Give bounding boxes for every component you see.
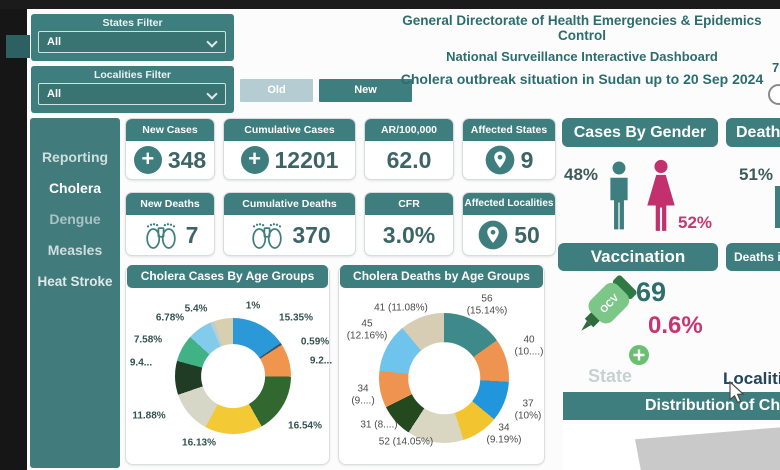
kpi-affected-localities: Affected Localities 50	[462, 192, 556, 256]
localities-filter-value: All	[47, 88, 62, 100]
title-line-3: Cholera outbreak situation in Sudan up t…	[400, 71, 764, 87]
sidebar-item-heat-stroke[interactable]: Heat Stroke	[37, 274, 113, 289]
map-toggle-localities[interactable]: Localiti	[723, 369, 780, 388]
kpi-attack-rate: AR/100,000 62.0	[364, 118, 454, 180]
deaths-in-header-partial: Deaths i	[726, 243, 780, 271]
distribution-header-partial: Distribution of Ch	[563, 392, 780, 420]
sidebar-item-reporting[interactable]: Reporting	[41, 149, 109, 165]
kpi-affected-states: Affected States 9	[462, 118, 556, 180]
donut-label: 41 (11.08%)	[374, 302, 428, 314]
donut-label: 45 (12.16%)	[346, 318, 388, 342]
kpi-affected-states-value: 9	[520, 146, 534, 173]
donut-label: 7.58%	[133, 334, 163, 346]
localities-filter: Localities Filter All	[31, 66, 234, 113]
donut-label: 34 (9.19%)	[486, 422, 522, 446]
donut-label: 9.2...	[309, 355, 333, 367]
chevron-down-icon	[206, 36, 218, 48]
title-line-1: General Directorate of Health Emergencie…	[402, 13, 762, 43]
kpi-new-deaths-value: 7	[185, 221, 199, 248]
states-filter: States Filter All	[31, 14, 234, 61]
kpi-cumulative-cases-value: 12201	[274, 146, 339, 173]
male-cases-pct: 48%	[564, 165, 599, 184]
window-top-bar	[0, 0, 780, 9]
partial-circle-widget[interactable]	[768, 84, 780, 105]
donut-label: 5.4%	[184, 303, 208, 315]
plus-circle-icon: +	[133, 146, 162, 174]
app-tile-icon	[6, 35, 30, 58]
kpi-cumulative-deaths: Cumulative Deaths 370	[223, 192, 356, 256]
donut-label: 6.78%	[155, 312, 185, 324]
donut-label: 34 (9....)	[351, 383, 375, 407]
kpi-affected-localities-title: Affected Localities	[463, 193, 555, 215]
vaccination-coverage-pct: 0.6%	[648, 312, 703, 339]
donut-label: 1%	[245, 300, 261, 312]
donut-label: 0.59%	[300, 336, 330, 348]
feet-tag-icon	[252, 223, 282, 249]
old-button[interactable]: Old	[240, 79, 313, 102]
map-toggle-state[interactable]: State	[588, 366, 633, 386]
chevron-down-icon	[206, 88, 218, 100]
donut-label: 56 (15.14%)	[466, 293, 508, 317]
states-filter-dropdown[interactable]: All	[38, 31, 226, 53]
disease-sidebar: Reporting Cholera Dengue Measles Heat St…	[30, 118, 120, 468]
kpi-new-deaths: New Deaths 7	[125, 192, 215, 256]
states-filter-value: All	[47, 36, 62, 48]
kpi-new-cases-value: 348	[167, 146, 207, 173]
mouse-cursor	[729, 381, 745, 404]
donut-label: 52 (14.05%)	[378, 436, 434, 448]
deaths-age-panel-header: Cholera Deaths by Age Groups	[340, 265, 543, 288]
vaccination-header: Vaccination	[558, 243, 718, 271]
kpi-cfr-title: CFR	[365, 193, 453, 215]
kpi-attack-rate-title: AR/100,000	[365, 119, 453, 141]
kpi-cfr-value: 3.0%	[382, 221, 436, 248]
localities-filter-label: Localities Filter	[93, 69, 172, 81]
kpi-affected-states-title: Affected States	[463, 119, 555, 141]
male-deaths-pct: 51%	[739, 165, 774, 184]
vaccination-count: 69	[636, 277, 667, 307]
kpi-affected-localities-value: 50	[514, 221, 540, 248]
kpi-cumulative-cases-title: Cumulative Cases	[224, 119, 355, 141]
kpi-new-cases-title: New Cases	[126, 119, 214, 141]
kpi-cumulative-deaths-title: Cumulative Deaths	[224, 193, 355, 215]
sidebar-item-cholera[interactable]: Cholera	[48, 180, 102, 196]
kpi-cfr: CFR 3.0%	[364, 192, 454, 256]
feet-tag-icon	[145, 223, 176, 249]
kpi-new-deaths-title: New Deaths	[126, 193, 214, 215]
donut-label: 9.4...	[129, 357, 153, 369]
donut-label: 31 (8....)	[360, 419, 398, 431]
deaths-age-donut-chart[interactable]	[379, 313, 509, 443]
donut-label: 16.54%	[288, 420, 322, 432]
kpi-cumulative-deaths-value: 370	[292, 221, 331, 248]
sidebar-item-dengue[interactable]: Dengue	[49, 211, 101, 227]
cases-by-gender-header: Cases By Gender	[562, 118, 718, 147]
partial-right-text: 7	[772, 60, 780, 75]
localities-filter-dropdown[interactable]: All	[38, 83, 226, 105]
female-figure-icon	[647, 159, 675, 231]
title-line-2: National Surveillance Interactive Dashbo…	[446, 49, 718, 64]
states-filter-label: States Filter	[102, 17, 163, 29]
dashboard-title: General Directorate of Health Emergencie…	[388, 13, 776, 87]
location-pin-icon	[478, 220, 508, 250]
cases-age-donut-chart[interactable]	[175, 318, 291, 434]
ocv-bottle-icon: OCV	[581, 275, 649, 365]
kpi-cumulative-cases: Cumulative Cases + 12201	[223, 118, 356, 180]
donut-label: 11.88%	[132, 410, 166, 422]
kpi-new-cases: New Cases + 348	[125, 118, 215, 180]
donut-label: 15.35%	[279, 312, 313, 324]
deaths-by-gender-header-partial: Death	[726, 118, 780, 147]
new-button[interactable]: New	[319, 79, 412, 102]
location-pin-icon	[485, 145, 514, 175]
kpi-attack-rate-value: 62.0	[386, 146, 432, 173]
male-figure-icon-partial	[775, 186, 780, 228]
female-cases-pct: 52%	[678, 213, 713, 232]
plus-circle-icon: +	[240, 146, 269, 174]
window-left-strip	[0, 9, 27, 470]
donut-label: 37 (10%)	[514, 398, 542, 422]
male-figure-icon	[610, 161, 628, 230]
cases-age-panel-header: Cholera Cases By Age Groups	[127, 265, 328, 288]
donut-label: 40 (10....)	[514, 334, 544, 358]
sidebar-item-measles[interactable]: Measles	[47, 242, 103, 258]
donut-label: 16.13%	[182, 437, 216, 449]
